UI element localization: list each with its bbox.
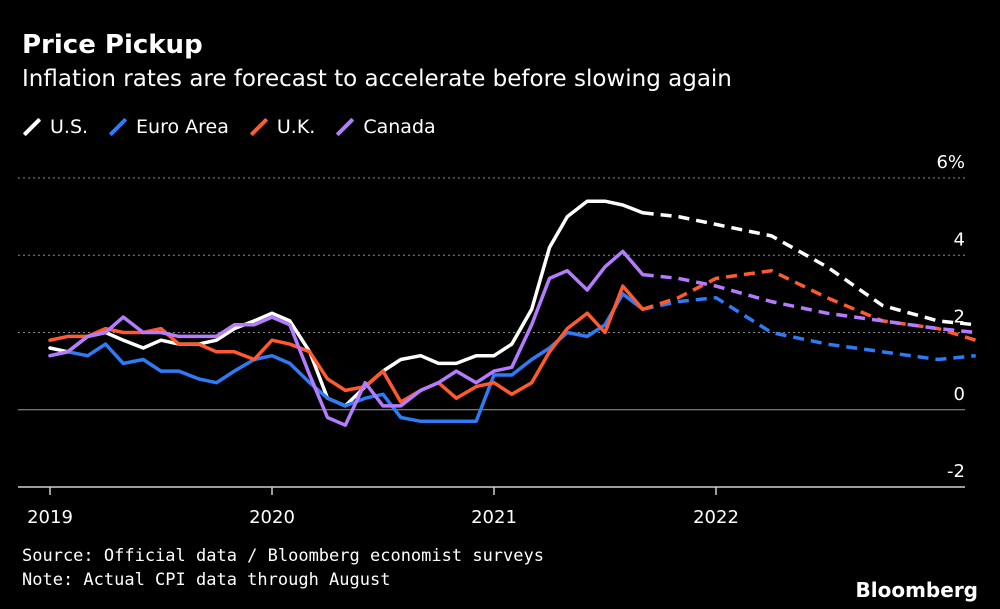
legend-item-uk: U.K. [249,116,315,138]
y-tick-label: 0 [954,384,965,405]
y-tick-label: 2 [954,307,965,328]
x-tick-label: 2020 [249,507,295,528]
x-tick-label: 2019 [27,507,73,528]
gridlines [18,177,965,488]
series-actual-canada [48,249,645,427]
legend-label-uk: U.K. [276,116,316,138]
x-axis: 2019 2020 2021 2022 [27,487,739,528]
bloomberg-logo: Bloomberg [855,578,978,602]
legend-swatch-us [22,118,40,136]
legend-swatch-canada [335,118,353,136]
series-forecast-u-k [642,268,977,342]
legend-swatch-uk [249,118,267,136]
series-actual-u-k [48,284,645,404]
legend-item-canada: Canada [335,116,435,138]
series-actual-u-s [48,199,645,408]
series-forecast-euro-area [642,295,976,362]
line-chart: -2 0 2 4 6% 2019 2020 2021 2022 [18,152,977,528]
chart-subtitle: Inflation rates are forecast to accelera… [22,66,732,92]
series-forecast-canada [642,272,976,335]
legend-item-euro-area: Euro Area [108,116,229,138]
series-actual-euro-area [48,292,645,424]
source-note: Source: Official data / Bloomberg econom… [22,546,544,566]
y-tick-label: -2 [947,461,965,482]
footnote: Note: Actual CPI data through August [22,570,391,590]
y-tick-label: 4 [954,229,965,250]
legend-label-euro-area: Euro Area [136,116,229,138]
chart-title: Price Pickup [22,30,203,60]
y-tick-label: 6% [936,152,965,173]
x-tick-label: 2022 [693,507,739,528]
legend-swatch-euro-area [108,118,126,136]
x-tick-label: 2021 [471,507,517,528]
legend: U.S. Euro Area U.K. Canada [22,116,456,138]
series-forecast-u-s [642,211,976,327]
legend-label-us: U.S. [50,116,89,138]
series-lines [48,199,977,427]
y-axis-ticks: -2 0 2 4 6% [936,152,965,482]
legend-label-canada: Canada [363,116,436,138]
legend-item-us: U.S. [22,116,88,138]
